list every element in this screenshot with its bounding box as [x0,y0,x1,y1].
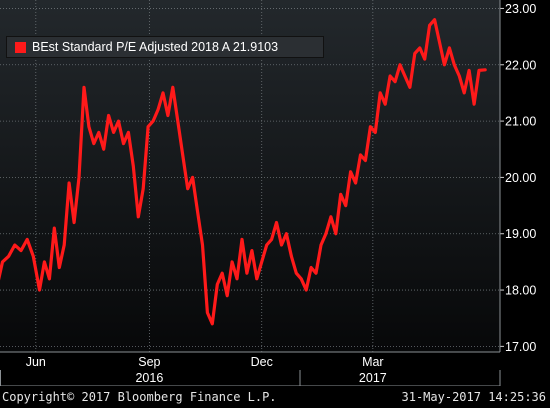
y-tick-label: 17.00 [505,340,536,354]
x-tick-label: Jun [26,355,46,369]
y-tick-label: 22.00 [505,58,536,72]
x-year-label: 2017 [359,371,387,385]
pe-line-chart: 17.00 18.00 19.00 20.00 21.00 22.00 23.00 Jun S… [0,0,536,386]
chart-legend: BEst Standard P/E Adjusted 2018 A 21.910… [6,36,324,58]
x-tick-label: Mar [362,355,384,369]
legend-label: BEst Standard P/E Adjusted 2018 A 21.910… [32,40,278,54]
x-tick-label: Sep [138,355,160,369]
y-tick-label: 18.00 [505,284,536,298]
footer-bar: Copyright© 2017 Bloomberg Finance L.P. 3… [0,386,550,408]
y-tick-label: 19.00 [505,227,536,241]
series-name: BEst Standard P/E Adjusted 2018 A [32,40,230,54]
x-year-label: 2016 [135,371,163,385]
timestamp-text: 31-May-2017 14:25:36 [401,390,547,404]
legend-swatch-icon [15,41,26,53]
series-last-value: 21.9103 [232,40,279,54]
y-tick-label: 20.00 [505,171,536,185]
series-line-0 [0,18,487,326]
x-axis: Jun Sep Dec Mar 2016 2017 [0,351,501,386]
series-layer [0,18,487,326]
gridlines [0,0,500,352]
copyright-text: Copyright© 2017 Bloomberg Finance L.P. [2,390,277,404]
y-tick-label: 21.00 [505,115,536,129]
y-tick-label: 23.00 [505,2,536,16]
x-tick-label: Dec [251,355,273,369]
y-axis: 17.00 18.00 19.00 20.00 21.00 22.00 23.00 [499,0,536,354]
plot-background [0,0,500,352]
